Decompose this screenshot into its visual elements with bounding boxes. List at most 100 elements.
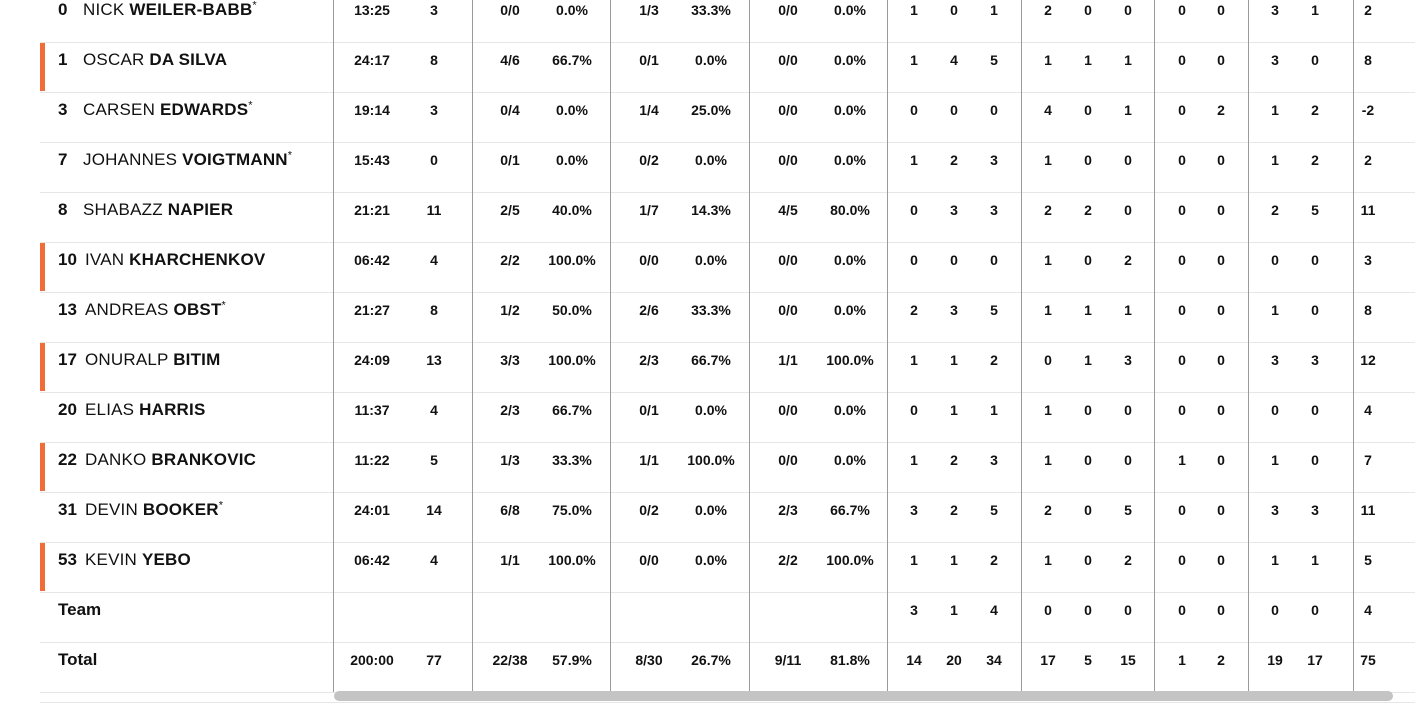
stat-cell: 1 bbox=[1178, 452, 1186, 468]
player-name-link[interactable]: DANKO BRANKOVIC bbox=[85, 442, 256, 492]
player-number: 0 bbox=[58, 0, 68, 19]
player-row[interactable]: 1 OSCAR DA SILVA 24:17 8 4/6 66.7% 0/1 0.0% 0/0 0… bbox=[40, 42, 1415, 93]
stat-cell: 2 bbox=[1217, 652, 1225, 668]
player-last-name: KHARCHENKOV bbox=[129, 250, 266, 269]
stat-cell: 0 bbox=[1178, 152, 1186, 168]
stat-cell: 2 bbox=[1364, 152, 1372, 168]
player-row[interactable]: 17 ONURALP BITIM 24:09 13 3/3 100.0% 2/3 66.7% 1… bbox=[40, 342, 1415, 393]
table-bottom-divider bbox=[40, 702, 1415, 703]
player-row[interactable]: 13 ANDREAS OBST* 21:27 8 1/2 50.0% 2/6 33.3% 0/0… bbox=[40, 292, 1415, 343]
player-row[interactable]: 31 DEVIN BOOKER* 24:01 14 6/8 75.0% 0/2 0.0% 2/3… bbox=[40, 492, 1415, 543]
player-row[interactable]: 0 NICK WEILER-BABB* 13:25 3 0/0 0.0% 1/3 33.3% 0… bbox=[40, 0, 1415, 43]
stat-cell: 11 bbox=[1360, 502, 1376, 518]
player-name-link[interactable]: ONURALP BITIM bbox=[85, 342, 220, 392]
column-divider bbox=[333, 0, 334, 692]
stat-cell: 5 bbox=[1084, 652, 1092, 668]
stat-cell: 0 bbox=[1084, 152, 1092, 168]
stat-cell: 3 bbox=[1271, 2, 1279, 18]
stat-cell: 0 bbox=[1217, 602, 1225, 618]
stat-cell: 2 bbox=[1124, 552, 1132, 568]
player-name-link[interactable]: JOHANNES VOIGTMANN* bbox=[83, 142, 292, 192]
player-first-name: IVAN bbox=[85, 250, 130, 269]
stat-cell: 66.7% bbox=[552, 402, 592, 418]
stat-cell: 1 bbox=[950, 352, 958, 368]
stat-cell: 2 bbox=[1364, 2, 1372, 18]
stat-cell: 22/38 bbox=[492, 652, 528, 668]
stat-cell: 200:00 bbox=[350, 652, 394, 668]
player-name-link[interactable]: IVAN KHARCHENKOV bbox=[85, 242, 265, 292]
stat-cell: 4 bbox=[1044, 102, 1052, 118]
stat-cell: 0.0% bbox=[695, 502, 727, 518]
stat-cell: 0.0% bbox=[556, 102, 588, 118]
player-row[interactable]: 10 IVAN KHARCHENKOV 06:42 4 2/2 100.0% 0/0 0.0%… bbox=[40, 242, 1415, 293]
stat-cell: 77 bbox=[426, 652, 442, 668]
player-row[interactable]: 7 JOHANNES VOIGTMANN* 15:43 0 0/1 0.0% 0/2 0.0%… bbox=[40, 142, 1415, 193]
player-first-name: SHABAZZ bbox=[83, 200, 168, 219]
player-name-link[interactable]: DEVIN BOOKER* bbox=[85, 492, 223, 542]
stat-cell: 0 bbox=[1044, 352, 1052, 368]
player-name-link[interactable]: SHABAZZ NAPIER bbox=[83, 192, 233, 242]
player-number: 53 bbox=[58, 550, 77, 569]
stat-cell: 0.0% bbox=[695, 252, 727, 268]
stat-cell: 66.7% bbox=[830, 502, 870, 518]
stat-cell: 0/1 bbox=[500, 152, 520, 168]
horizontal-scrollbar[interactable] bbox=[334, 691, 1393, 701]
player-row[interactable]: 20 ELIAS HARRIS 11:37 4 2/3 66.7% 0/1 0.0% 0/0 0.… bbox=[40, 392, 1415, 443]
stat-cell: 2 bbox=[1311, 152, 1319, 168]
stat-cell: 100.0% bbox=[687, 452, 735, 468]
player-row[interactable]: 3 CARSEN EDWARDS* 19:14 3 0/4 0.0% 1/4 25.0% 0/0… bbox=[40, 92, 1415, 143]
total-row: Total 200:00 77 22/38 57.9% 8/30 26.7% 9/11 81.8… bbox=[40, 642, 1415, 693]
player-first-name: JOHANNES bbox=[83, 150, 183, 169]
stat-cell: 19:14 bbox=[354, 102, 390, 118]
player-name-link[interactable]: ELIAS HARRIS bbox=[85, 392, 206, 442]
player-row[interactable]: 53 KEVIN YEBO 06:42 4 1/1 100.0% 0/0 0.0% 2/2 100… bbox=[40, 542, 1415, 593]
player-name-link[interactable]: ANDREAS OBST* bbox=[85, 292, 226, 342]
stat-cell: 0.0% bbox=[834, 102, 866, 118]
stat-cell: 0 bbox=[1084, 252, 1092, 268]
stat-cell: 3 bbox=[910, 502, 918, 518]
stat-cell: 80.0% bbox=[830, 202, 870, 218]
stat-cell: 3 bbox=[1311, 502, 1319, 518]
player-name-link[interactable]: OSCAR DA SILVA bbox=[83, 42, 227, 92]
stat-cell: 1 bbox=[910, 2, 918, 18]
stat-cell: 1 bbox=[1271, 152, 1279, 168]
total-label: Total bbox=[58, 650, 98, 669]
player-name-link[interactable]: CARSEN EDWARDS* bbox=[83, 92, 253, 142]
player-name-link[interactable]: KEVIN YEBO bbox=[85, 542, 191, 592]
player-row[interactable]: 8 SHABAZZ NAPIER 21:21 11 2/5 40.0% 1/7 14.3% 4/… bbox=[40, 192, 1415, 243]
player-number: 22 bbox=[58, 450, 77, 469]
player-first-name: ONURALP bbox=[85, 350, 174, 369]
stat-cell: 2 bbox=[1217, 102, 1225, 118]
stat-cell: 1/7 bbox=[639, 202, 659, 218]
player-first-name: ANDREAS bbox=[85, 300, 174, 319]
stat-cell: 1/1 bbox=[778, 352, 798, 368]
player-last-name: HARRIS bbox=[139, 400, 206, 419]
stat-cell: 0 bbox=[1178, 52, 1186, 68]
stat-cell: 0/2 bbox=[639, 502, 659, 518]
stat-cell: 66.7% bbox=[691, 352, 731, 368]
stat-cell: 17 bbox=[1040, 652, 1056, 668]
stat-cell: 66.7% bbox=[552, 52, 592, 68]
stat-cell: 1 bbox=[1044, 402, 1052, 418]
player-last-name: DA SILVA bbox=[149, 50, 228, 69]
player-first-name: ELIAS bbox=[85, 400, 140, 419]
stat-cell: 4 bbox=[430, 252, 438, 268]
stat-cell: 0 bbox=[1084, 502, 1092, 518]
player-last-name: BRANKOVIC bbox=[151, 450, 257, 469]
player-name-link[interactable]: NICK WEILER-BABB* bbox=[83, 0, 257, 42]
player-last-name: NAPIER bbox=[167, 200, 234, 219]
player-row[interactable]: 22 DANKO BRANKOVIC 11:22 5 1/3 33.3% 1/1 100.0%… bbox=[40, 442, 1415, 493]
stat-cell: 2 bbox=[1044, 502, 1052, 518]
stat-cell: 0 bbox=[910, 402, 918, 418]
stat-cell: 0/0 bbox=[639, 252, 659, 268]
stat-cell: 0 bbox=[1217, 202, 1225, 218]
stat-cell: 1 bbox=[1271, 452, 1279, 468]
stat-cell: 26.7% bbox=[691, 652, 731, 668]
player-first-name: DEVIN bbox=[85, 500, 143, 519]
stat-cell: 3 bbox=[1271, 352, 1279, 368]
player-row-accent-marker bbox=[40, 343, 45, 391]
stat-cell: 1 bbox=[910, 552, 918, 568]
player-number: 3 bbox=[58, 100, 68, 119]
stat-cell: 0.0% bbox=[834, 52, 866, 68]
stat-cell: 1/2 bbox=[500, 302, 520, 318]
